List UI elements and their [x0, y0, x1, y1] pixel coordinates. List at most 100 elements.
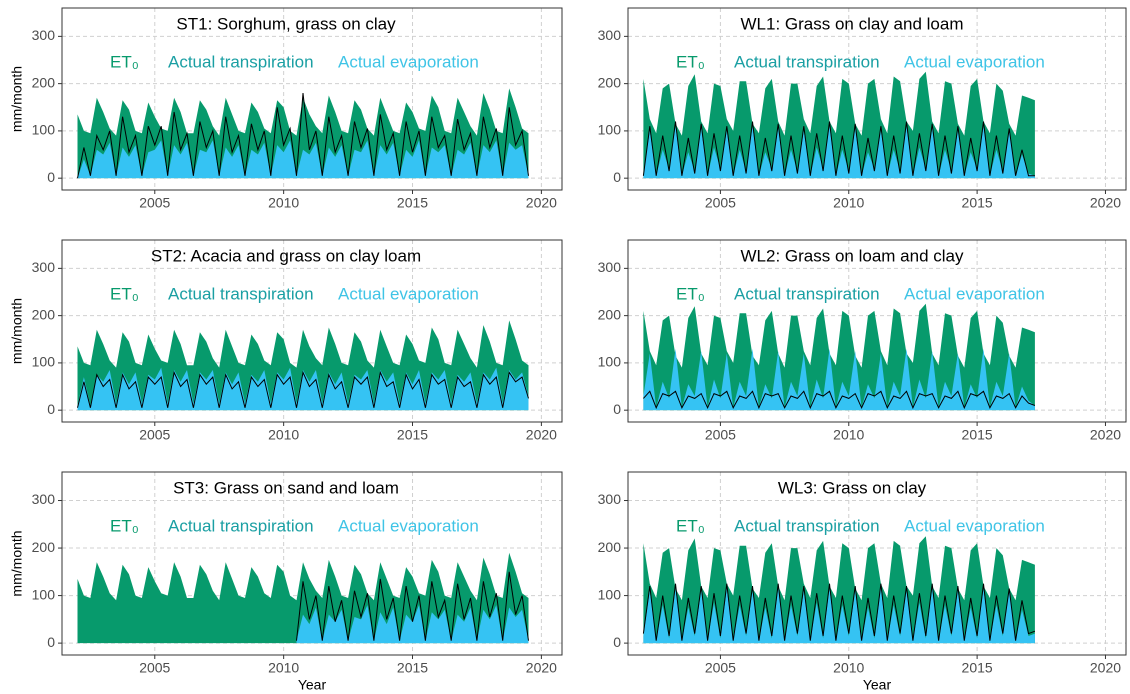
series-area: [77, 140, 529, 179]
series-area: [643, 71, 1035, 179]
x-tick-label: 2010: [268, 427, 299, 443]
x-tick-label: 2010: [268, 660, 299, 676]
y-tick-label: 200: [598, 74, 622, 90]
series-area: [643, 348, 1035, 411]
legend-label: ET₀: [676, 52, 705, 71]
legend-label: Actual evaporation: [338, 284, 479, 303]
x-axis-label: Year: [863, 677, 892, 693]
legend-label: ET₀: [110, 284, 139, 303]
y-tick-label: 300: [598, 27, 622, 43]
y-axis-label: mm/month: [9, 66, 25, 132]
x-tick-label: 2005: [705, 195, 736, 211]
legend-label: Actual evaporation: [904, 284, 1045, 303]
legend-label: ET₀: [110, 516, 139, 535]
y-tick-label: 200: [32, 539, 56, 555]
x-tick-label: 2020: [526, 427, 557, 443]
series-area: [643, 303, 1035, 411]
legend-label: Actual evaporation: [338, 516, 479, 535]
x-tick-label: 2015: [962, 427, 993, 443]
legend-label: Actual transpiration: [168, 516, 314, 535]
legend-label: ET₀: [110, 52, 139, 71]
y-tick-label: 0: [47, 169, 55, 185]
panel: 0 100 200 300 2005 2010 2015 2020 ST2: Acacia an…: [9, 239, 563, 443]
y-tick-label: 300: [32, 259, 56, 275]
series-line: [642, 583, 1036, 641]
x-tick-label: 2015: [397, 195, 428, 211]
y-tick-label: 300: [598, 259, 622, 275]
x-tick-label: 2010: [268, 195, 299, 211]
legend-label: Actual transpiration: [734, 516, 880, 535]
legend-label: Actual evaporation: [338, 52, 479, 71]
panel: 0 100 200 300 2005 2010 2015 2020 ST1: Sorghum, …: [9, 7, 563, 211]
y-tick-label: 100: [598, 586, 622, 602]
series-line: [642, 121, 1035, 177]
panel-title: WL2: Grass on loam and clay: [741, 246, 964, 265]
panel: 0 100 200 300 2005 2010 2015 2020 WL2: Grass on …: [598, 239, 1127, 443]
x-tick-label: 2015: [962, 195, 993, 211]
series-line: [77, 93, 529, 179]
y-tick-label: 0: [613, 169, 621, 185]
panel: 0 100 200 300 2005 2010 2015 2020 WL1: Grass on …: [598, 7, 1127, 211]
x-tick-label: 2005: [139, 660, 170, 676]
x-tick-label: 2005: [705, 427, 736, 443]
series-line: [296, 571, 529, 641]
y-tick-label: 200: [598, 539, 622, 555]
x-tick-label: 2005: [139, 427, 170, 443]
panel: 0 100 200 300 2005 2010 2015 2020 WL3: Grass on …: [598, 471, 1127, 693]
y-tick-label: 100: [32, 354, 56, 370]
y-tick-label: 0: [47, 401, 55, 417]
x-tick-label: 2010: [833, 195, 864, 211]
y-tick-label: 0: [613, 401, 621, 417]
panel: 0 100 200 300 2005 2010 2015 2020 ST3: Grass on …: [9, 471, 563, 693]
y-tick-label: 300: [32, 27, 56, 43]
x-tick-label: 2005: [705, 660, 736, 676]
y-tick-label: 100: [598, 122, 622, 138]
x-tick-label: 2020: [526, 195, 557, 211]
y-tick-label: 200: [32, 306, 56, 322]
y-tick-label: 300: [32, 491, 56, 507]
legend-label: Actual transpiration: [734, 284, 880, 303]
y-tick-label: 200: [32, 74, 56, 90]
y-axis-label: mm/month: [9, 298, 25, 364]
legend-label: Actual transpiration: [168, 52, 314, 71]
x-tick-label: 2020: [526, 660, 557, 676]
series-line: [643, 390, 1036, 410]
legend-label: Actual transpiration: [168, 284, 314, 303]
series-line: [77, 370, 529, 408]
panel-title: ST1: Sorghum, grass on clay: [176, 14, 396, 33]
y-axis-label: mm/month: [9, 530, 25, 596]
x-tick-label: 2020: [1090, 427, 1121, 443]
panel-border: [627, 7, 1127, 191]
legend-label: Actual transpiration: [734, 52, 880, 71]
y-tick-label: 100: [598, 354, 622, 370]
panel-border: [627, 239, 1127, 423]
y-tick-label: 200: [598, 306, 622, 322]
legend-label: Actual evaporation: [904, 52, 1045, 71]
panel-border: [627, 471, 1127, 656]
legend-label: ET₀: [676, 284, 705, 303]
x-tick-label: 2010: [833, 660, 864, 676]
panel-border: [61, 239, 563, 423]
panel-title: WL1: Grass on clay and loam: [741, 14, 964, 33]
y-tick-label: 300: [598, 491, 622, 507]
panel-border: [61, 7, 563, 191]
x-axis-label: Year: [298, 677, 327, 693]
y-tick-label: 0: [613, 634, 621, 650]
x-tick-label: 2020: [1090, 660, 1121, 676]
panel-title: ST3: Grass on sand and loam: [173, 478, 399, 497]
x-tick-label: 2020: [1090, 195, 1121, 211]
panel-title: WL3: Grass on clay: [778, 478, 927, 497]
legend-label: Actual evaporation: [904, 516, 1045, 535]
series-area: [296, 605, 529, 644]
y-tick-label: 0: [47, 634, 55, 650]
y-tick-label: 100: [32, 586, 56, 602]
x-tick-label: 2005: [139, 195, 170, 211]
x-tick-label: 2015: [962, 660, 993, 676]
x-tick-label: 2015: [397, 427, 428, 443]
x-tick-label: 2015: [397, 660, 428, 676]
legend-label: ET₀: [676, 516, 705, 535]
panel-title: ST2: Acacia and grass on clay loam: [151, 246, 421, 265]
series-area: [77, 367, 529, 411]
panel-border: [61, 471, 563, 656]
